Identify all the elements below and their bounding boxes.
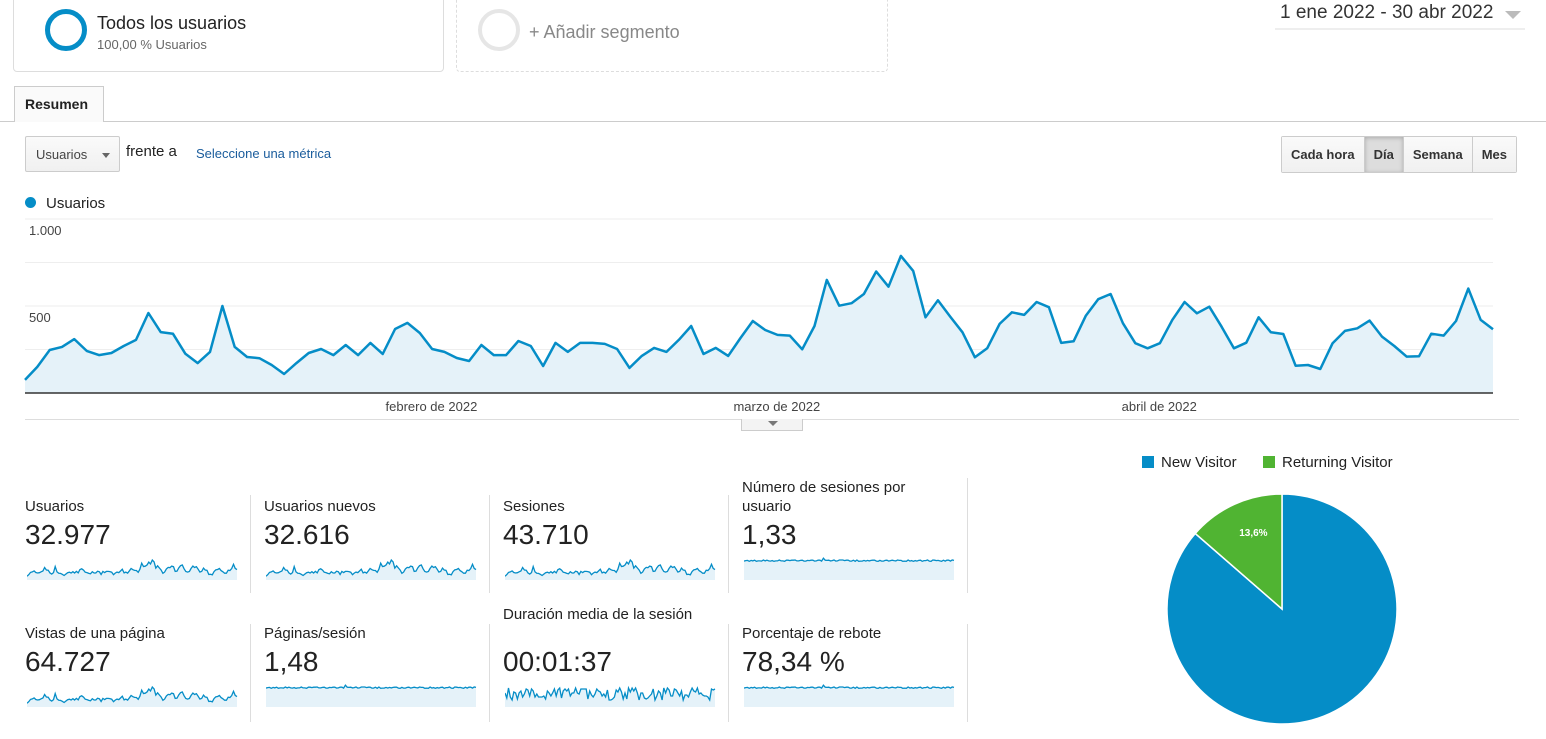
pie-legend-label: New Visitor bbox=[1161, 454, 1237, 471]
select-metric-link[interactable]: Seleccione una métrica bbox=[196, 146, 332, 161]
metric-sparkline bbox=[27, 558, 238, 580]
pie-slice-label: 86,4% bbox=[1271, 723, 1299, 728]
metric-card: Duración media de la sesión 00:01:37 bbox=[503, 606, 742, 739]
metric-sparkline bbox=[505, 558, 716, 580]
metric-separator bbox=[489, 624, 490, 722]
metric-label: Vistas de una página bbox=[25, 625, 165, 642]
metric-label: Número de sesiones por usuario bbox=[742, 479, 906, 515]
chevron-down-icon bbox=[1505, 11, 1521, 19]
metric-card: Usuarios 32.977 bbox=[25, 497, 264, 612]
metric-separator bbox=[250, 495, 251, 593]
legend-swatch-icon bbox=[1263, 456, 1275, 468]
metric-label: Sesiones bbox=[503, 498, 565, 515]
granularity-hour-button[interactable]: Cada hora bbox=[1282, 137, 1365, 172]
chevron-down-icon bbox=[768, 421, 778, 426]
y-tick-label: 500 bbox=[29, 310, 51, 325]
metric-value: 32.616 bbox=[264, 519, 350, 550]
date-range-picker[interactable]: 1 ene 2022 - 30 abr 2022 bbox=[1275, 2, 1525, 30]
users-line-chart bbox=[24, 218, 1494, 394]
metric-sparkline bbox=[266, 684, 477, 707]
metric-value: 78,34 % bbox=[742, 646, 845, 677]
metric-separator bbox=[728, 495, 729, 593]
metric-separator bbox=[728, 624, 729, 722]
segment-name: Todos los usuarios bbox=[97, 13, 247, 33]
visitor-type-pie-chart: 86,4% 13,6% bbox=[1166, 493, 1398, 728]
metric-card: Páginas/sesión 1,48 bbox=[264, 624, 503, 739]
collapse-chart-handle[interactable] bbox=[741, 419, 803, 431]
chart-legend: Usuarios bbox=[25, 195, 105, 212]
metric-separator bbox=[250, 624, 251, 722]
y-tick-label: 1.000 bbox=[29, 223, 62, 238]
metric-card: Porcentaje de rebote 78,34 % bbox=[742, 624, 981, 739]
metric-dropdown-value: Usuarios bbox=[36, 147, 88, 162]
x-tick-label: abril de 2022 bbox=[1121, 399, 1197, 414]
granularity-month-button[interactable]: Mes bbox=[1472, 137, 1516, 172]
metric-sparkline bbox=[505, 685, 716, 707]
add-segment-label: + Añadir segmento bbox=[529, 22, 680, 42]
segment-ring-icon bbox=[45, 9, 87, 51]
users-series-line bbox=[24, 254, 1494, 381]
chevron-down-icon bbox=[102, 153, 110, 158]
pie-slice[interactable] bbox=[1166, 493, 1398, 725]
metric-separator bbox=[967, 624, 968, 722]
legend-swatch-icon bbox=[1142, 456, 1154, 468]
metric-dropdown[interactable]: Usuarios bbox=[25, 136, 120, 172]
metric-sparkline bbox=[27, 685, 238, 707]
metric-value: 1,48 bbox=[264, 646, 319, 677]
tab-resumen[interactable]: Resumen bbox=[14, 86, 104, 122]
metric-separator bbox=[967, 478, 968, 593]
segment-all-users[interactable]: Todos los usuarios 100,00 % Usuarios bbox=[13, 0, 444, 72]
legend-label: Usuarios bbox=[46, 195, 106, 212]
metric-value: 43.710 bbox=[503, 519, 589, 550]
metric-card: Usuarios nuevos 32.616 bbox=[264, 497, 503, 612]
x-tick-label: marzo de 2022 bbox=[733, 399, 821, 414]
metric-value: 00:01:37 bbox=[503, 646, 612, 677]
metric-card: Número de sesiones por usuario 1,33 bbox=[742, 479, 981, 612]
add-segment-button[interactable]: + Añadir segmento bbox=[456, 0, 888, 72]
metric-sparkline bbox=[266, 558, 477, 580]
metric-card: Sesiones 43.710 bbox=[503, 497, 742, 612]
pie-legend-label: Returning Visitor bbox=[1282, 454, 1393, 471]
metric-label: Porcentaje de rebote bbox=[742, 625, 882, 642]
tab-divider bbox=[0, 121, 1546, 122]
date-range-text: 1 ene 2022 - 30 abr 2022 bbox=[1280, 2, 1494, 23]
metric-label: Páginas/sesión bbox=[264, 625, 366, 642]
pie-slice[interactable] bbox=[1194, 493, 1283, 611]
empty-segment-ring-icon bbox=[478, 9, 520, 51]
pie-slice-label: 13,6% bbox=[1239, 528, 1267, 539]
pie-legend-new[interactable]: New Visitor bbox=[1142, 454, 1237, 471]
x-tick-label: febrero de 2022 bbox=[385, 399, 478, 414]
segment-percentage: 100,00 % Usuarios bbox=[97, 37, 207, 52]
versus-label: frente a bbox=[126, 143, 177, 160]
pie-legend-returning[interactable]: Returning Visitor bbox=[1263, 454, 1393, 471]
granularity-week-button[interactable]: Semana bbox=[1403, 137, 1473, 172]
granularity-buttons: Cada hora Día Semana Mes bbox=[1281, 136, 1517, 173]
metric-label: Usuarios nuevos bbox=[264, 498, 376, 515]
metric-label: Duración media de la sesión bbox=[503, 606, 693, 623]
metric-value: 64.727 bbox=[25, 646, 111, 677]
area-fill bbox=[25, 255, 1493, 393]
metric-card: Vistas de una página 64.727 bbox=[25, 624, 264, 739]
metric-value: 1,33 bbox=[742, 519, 797, 550]
metric-value: 32.977 bbox=[25, 519, 111, 550]
granularity-day-button[interactable]: Día bbox=[1364, 137, 1404, 172]
metric-sparkline bbox=[744, 557, 955, 580]
metric-label: Usuarios bbox=[25, 498, 85, 515]
legend-dot-icon bbox=[25, 197, 36, 208]
metric-separator bbox=[489, 495, 490, 593]
metric-sparkline bbox=[744, 684, 955, 707]
